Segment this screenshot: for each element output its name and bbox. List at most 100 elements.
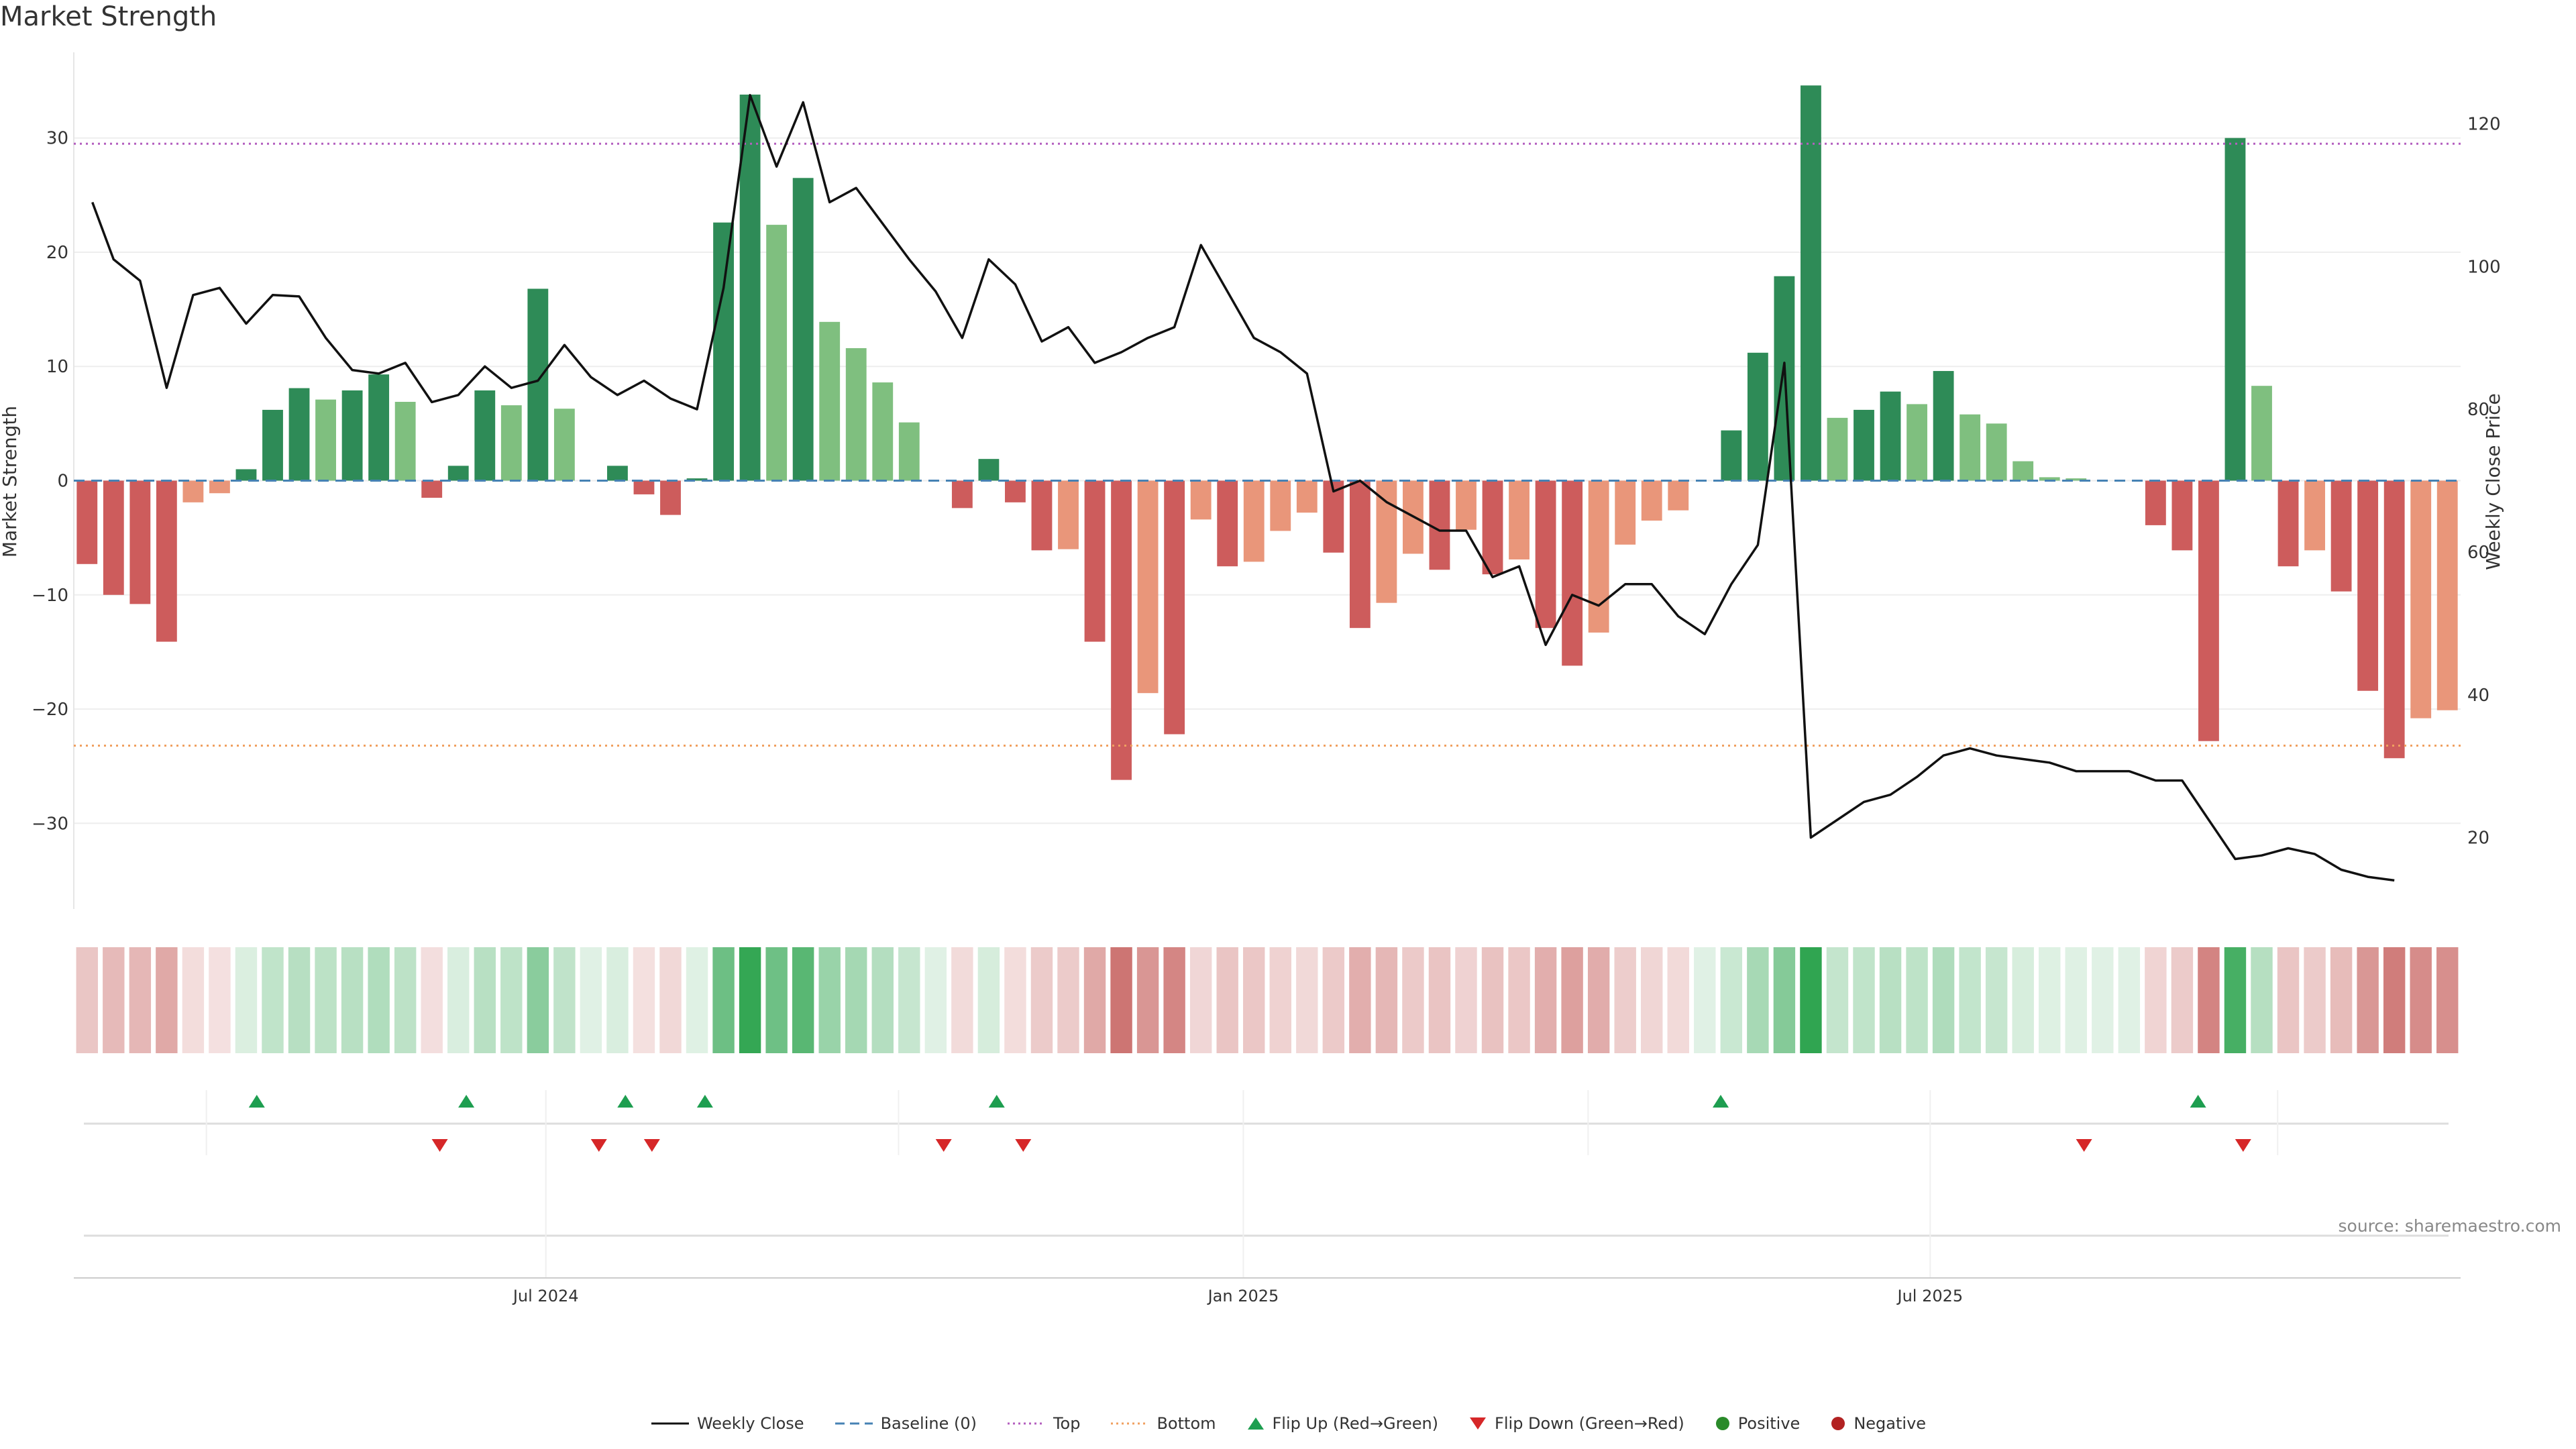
dashed-line-swatch-icon [835,1422,873,1425]
heat-cell [871,947,894,1053]
flip-up-marker [1713,1095,1729,1108]
strength-bar [262,409,283,481]
heat-cell [2304,947,2326,1053]
heat-cell [1667,947,1689,1053]
flip-up-marker [458,1095,475,1108]
heat-cell [447,947,470,1053]
y2-axis-label: Weekly Close Price [2482,393,2504,570]
strength-bar [447,466,469,481]
heat-cell [1587,947,1610,1053]
flip-down-marker [643,1139,660,1152]
heat-cell [1269,947,1291,1053]
y2-tick-label: 100 [2467,257,2501,277]
heat-cell [368,947,390,1053]
heat-cell [182,947,205,1053]
strength-bar [1747,352,1768,481]
heat-cell [1773,947,1796,1053]
strength-bar [1880,391,1901,481]
y-tick-label: 20 [46,243,68,263]
strength-bar [1005,480,1026,502]
heat-cell [1004,947,1026,1053]
heat-cell [633,947,655,1053]
strength-bar [1562,480,1583,666]
heat-cell [1747,947,1769,1053]
strength-bar [1217,480,1238,567]
dotted-line-swatch-icon [1111,1422,1149,1425]
strength-bar [1349,480,1371,629]
flip-up-marker [696,1095,713,1108]
legend-item-baseline: Baseline (0) [834,1414,977,1433]
heat-cell [977,947,1000,1053]
heat-cell [739,947,761,1053]
strength-bar [1509,480,1529,559]
heat-cell [1375,947,1398,1053]
heat-cell [527,947,549,1053]
legend-label: Flip Down (Green→Red) [1495,1414,1684,1433]
heat-cell [288,947,311,1053]
strength-bar [2145,480,2166,525]
heat-cell [1030,947,1053,1053]
strength-bar [1164,480,1185,735]
strength-bar [182,480,204,502]
heat-cell [1508,947,1530,1053]
strength-bar [1376,480,1397,603]
circle-icon [1715,1417,1729,1430]
legend-label: Flip Up (Red→Green) [1272,1414,1439,1433]
strength-bar [394,402,416,481]
weekly-close-line [91,94,2395,882]
strength-bar [2383,480,2405,759]
flip-up-marker [988,1095,1005,1108]
strength-bar [1031,480,1053,551]
heat-cell [235,947,258,1053]
heat-cell [712,947,735,1053]
heat-cell [2330,947,2353,1053]
legend-label: Weekly Close [696,1414,804,1433]
chart-title: Market Strength [0,1,217,32]
heat-cell [2383,947,2406,1053]
heat-cell [1561,947,1583,1053]
heat-cell [2118,947,2141,1053]
strength-bar [951,480,973,508]
strength-bar [474,390,496,481]
y-tick-label: −10 [32,586,68,606]
heat-cell [951,947,973,1053]
x-tick-label: Jan 2025 [1207,1287,1279,1305]
strength-bar [288,388,310,481]
y2-tick-label: 60 [2467,543,2489,563]
strength-bar [235,469,257,481]
heat-cell [1853,947,1875,1053]
heat-cell [1243,947,1265,1053]
legend-item-weekly-close: Weekly Close [650,1414,804,1433]
strength-bar [1058,480,1079,549]
line-swatch-icon [651,1422,689,1425]
x-tick-labels: Jul 2024 Jan 2025 Jul 2025 [74,1277,2461,1305]
heat-cell [2251,947,2273,1053]
triangle-up-icon [1247,1417,1264,1430]
strength-bar [500,405,522,481]
strength-bar [978,459,1000,481]
flip-markers [84,1090,2449,1278]
heat-cell [1057,947,1079,1053]
strength-bar [845,347,867,481]
flip-down-marker [590,1139,607,1152]
legend-label: Positive [1737,1414,1801,1433]
heat-cell [1428,947,1451,1053]
heat-cell [924,947,947,1053]
strength-bar [1827,417,1848,481]
heat-cell [580,947,602,1053]
strength-bar [1482,480,1503,575]
heat-cell [1216,947,1238,1053]
legend: Weekly Close Baseline (0) Top Bottom Fli… [0,1414,2576,1433]
y-tick-label: −30 [32,814,68,834]
heat-cell [1932,947,1955,1053]
heat-cell [1959,947,1981,1053]
y2-tick-label: 20 [2467,828,2489,849]
legend-item-bottom: Bottom [1110,1414,1216,1433]
strength-bar [1137,480,1159,694]
heat-cell [686,947,708,1053]
heat-cell [341,947,364,1053]
heat-cell [1879,947,1902,1053]
heat-cell [898,947,920,1053]
dotted-line-swatch-icon [1007,1422,1045,1425]
